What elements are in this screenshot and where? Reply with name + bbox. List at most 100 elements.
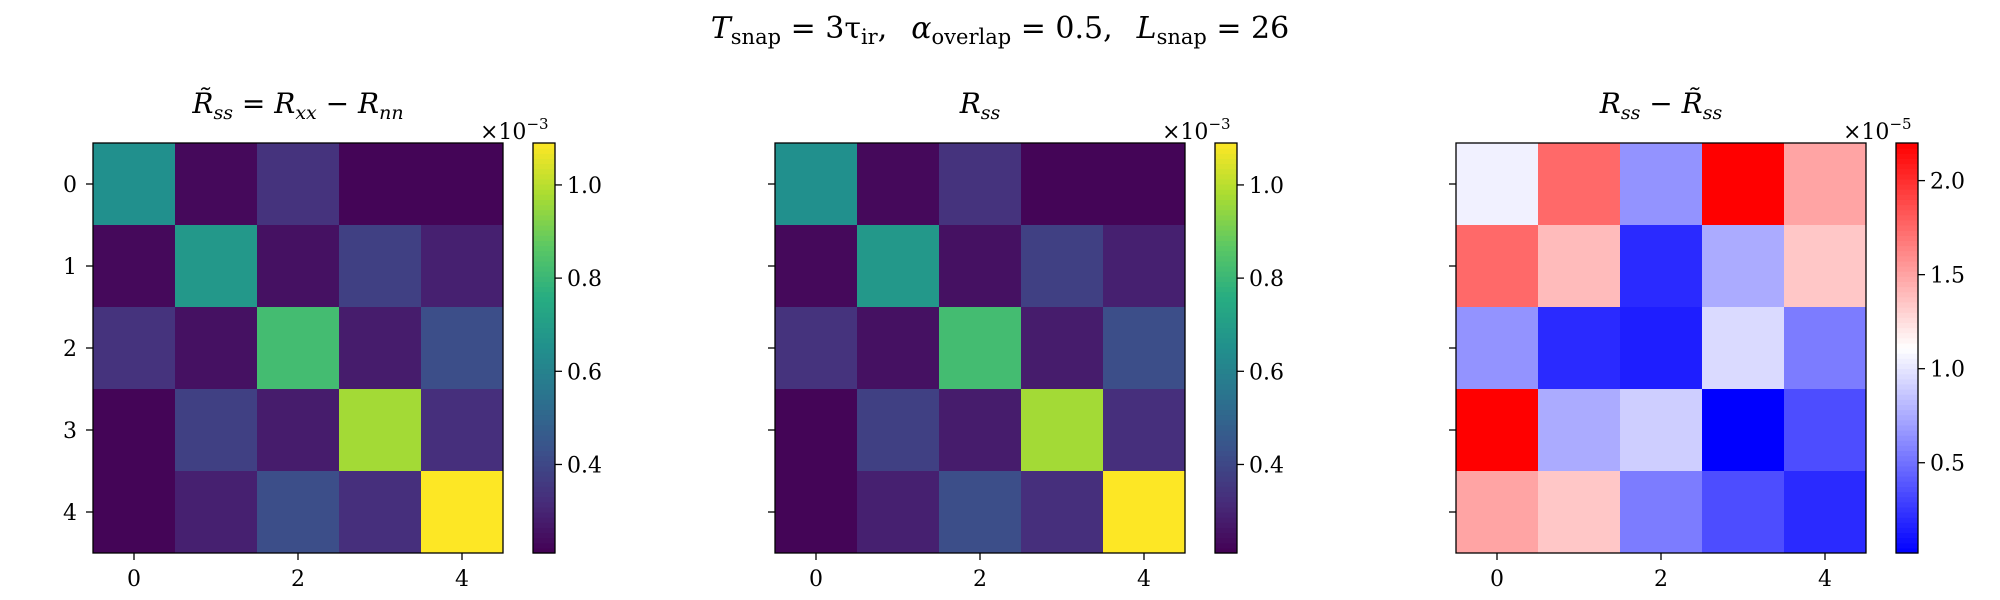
colorbar-segment xyxy=(533,383,555,390)
colorbar-segment xyxy=(1896,353,1918,359)
colorbar-tick-label: 1.5 xyxy=(1930,264,1965,289)
colorbar-segment xyxy=(1896,532,1918,539)
colorbar-segment xyxy=(1215,143,1237,149)
heatmap-cell-r4-c2 xyxy=(257,471,340,554)
colorbar-tick-label: 1.0 xyxy=(1249,174,1284,199)
colorbar-segment xyxy=(1896,307,1918,313)
colorbar-segment xyxy=(533,189,555,195)
colorbar-segment xyxy=(533,460,555,467)
heatmap-cell-r3-c3 xyxy=(1021,389,1104,472)
colorbar-segment xyxy=(1896,522,1918,528)
colorbar-segment xyxy=(1896,291,1918,298)
heatmap-cell-r0-c2 xyxy=(939,143,1022,226)
colorbar-segment xyxy=(533,322,555,329)
y-tick-label-4: 4 xyxy=(63,501,77,526)
colorbar-segment xyxy=(1896,501,1918,508)
colorbar-segment xyxy=(1215,276,1237,282)
colorbar-segment xyxy=(533,148,555,154)
y-tick-label-3: 3 xyxy=(63,419,77,444)
colorbar-segment xyxy=(1896,296,1918,303)
colorbar-segment xyxy=(1215,481,1237,487)
colorbar-segment xyxy=(533,260,555,267)
colorbar-segment xyxy=(533,266,555,272)
colorbar-segment xyxy=(533,486,555,493)
heatmap-cell-r1-c1 xyxy=(857,225,940,308)
colorbar-segment xyxy=(533,225,555,231)
heatmap-cell-r2-c3 xyxy=(339,307,422,390)
x-tick-label-4: 4 xyxy=(1818,567,1832,592)
colorbar-segment xyxy=(1215,266,1237,272)
colorbar-segment xyxy=(533,491,555,498)
heatmap-cell-r0-c0 xyxy=(1456,143,1539,226)
colorbar-segment xyxy=(533,353,555,359)
colorbar-segment xyxy=(1215,527,1237,534)
colorbar-segment xyxy=(533,409,555,416)
colorbar-segment xyxy=(1896,173,1918,180)
colorbar-segment xyxy=(1896,424,1918,431)
heatmap-cells-1 xyxy=(93,143,504,554)
colorbar-tick-label: 0.4 xyxy=(1249,453,1284,478)
colorbar-segment xyxy=(1896,491,1918,498)
x-tick-label-4: 4 xyxy=(455,567,469,592)
colorbar-segment xyxy=(1896,240,1918,247)
y-axis-ticks-2 xyxy=(768,183,775,513)
colorbar-tick-label: 2.0 xyxy=(1930,170,1965,195)
colorbar-segment xyxy=(1215,260,1237,267)
colorbar-segment xyxy=(1215,409,1237,416)
heatmap-cell-r4-c1 xyxy=(1538,471,1621,554)
colorbar-segment xyxy=(533,235,555,241)
colorbar-segment xyxy=(1896,481,1918,487)
heatmap-cell-r0-c4 xyxy=(421,143,504,226)
heatmap-cell-r0-c0 xyxy=(93,143,176,226)
x-tick-label-0: 0 xyxy=(127,567,141,592)
colorbar-segment xyxy=(533,389,555,395)
colorbar-segment xyxy=(1215,158,1237,165)
colorbar-segment xyxy=(533,476,555,482)
colorbar-2: 0.4 0.6 0.8 1.0 xyxy=(1214,142,1284,554)
colorbar-segment xyxy=(1896,476,1918,482)
heatmap-cell-r1-c0 xyxy=(775,225,858,308)
colorbar-segment xyxy=(533,394,555,400)
heatmap-cell-r1-c2 xyxy=(1620,225,1703,308)
heatmap-cell-r1-c4 xyxy=(421,225,504,308)
colorbar-frame xyxy=(1895,142,1919,554)
colorbar-segment xyxy=(1896,399,1918,405)
colorbar-segment xyxy=(533,419,555,426)
colorbar-segment xyxy=(533,296,555,303)
heatmap-cell-r1-c3 xyxy=(1021,225,1104,308)
colorbar-segment xyxy=(533,276,555,282)
heatmap-cell-r1-c0 xyxy=(93,225,176,308)
heatmap-cell-r0-c0 xyxy=(775,143,858,226)
colorbar-segment xyxy=(1896,517,1918,523)
colorbar-segment xyxy=(1215,471,1237,477)
colorbar-segment xyxy=(1215,194,1237,200)
colorbar-segment xyxy=(1896,445,1918,452)
heatmap-cells-3 xyxy=(1456,143,1867,554)
colorbar-segment xyxy=(533,399,555,405)
colorbar-segment xyxy=(533,506,555,513)
colorbar-3: 0.5 1.0 1.5 2.0 xyxy=(1895,142,1965,554)
heatmap-cell-r2-c2 xyxy=(257,307,340,390)
heatmap-cell-r0-c3 xyxy=(1702,143,1785,226)
colorbar-segment xyxy=(533,358,555,364)
colorbar-segment xyxy=(1215,547,1237,554)
colorbar-segment xyxy=(1215,327,1237,334)
colorbar-segment xyxy=(1215,225,1237,231)
colorbar-segment xyxy=(1896,158,1918,165)
colorbar-segment xyxy=(1215,204,1237,211)
colorbar-segment xyxy=(1215,373,1237,380)
colorbar-segment xyxy=(1896,430,1918,436)
heatmap-cell-r0-c2 xyxy=(1620,143,1703,226)
colorbar-segment xyxy=(1896,337,1918,344)
heatmap-cell-r3-c1 xyxy=(175,389,258,472)
colorbar-segment xyxy=(1215,389,1237,395)
colorbar-segment xyxy=(1896,409,1918,416)
colorbar-segment xyxy=(533,532,555,539)
heatmap-cell-r3-c2 xyxy=(939,389,1022,472)
heatmap-cell-r4-c3 xyxy=(1702,471,1785,554)
colorbar-segment xyxy=(533,271,555,277)
colorbar-segment xyxy=(533,537,555,544)
colorbar-segment xyxy=(1896,163,1918,170)
y-axis-ticks-3 xyxy=(1449,183,1456,513)
